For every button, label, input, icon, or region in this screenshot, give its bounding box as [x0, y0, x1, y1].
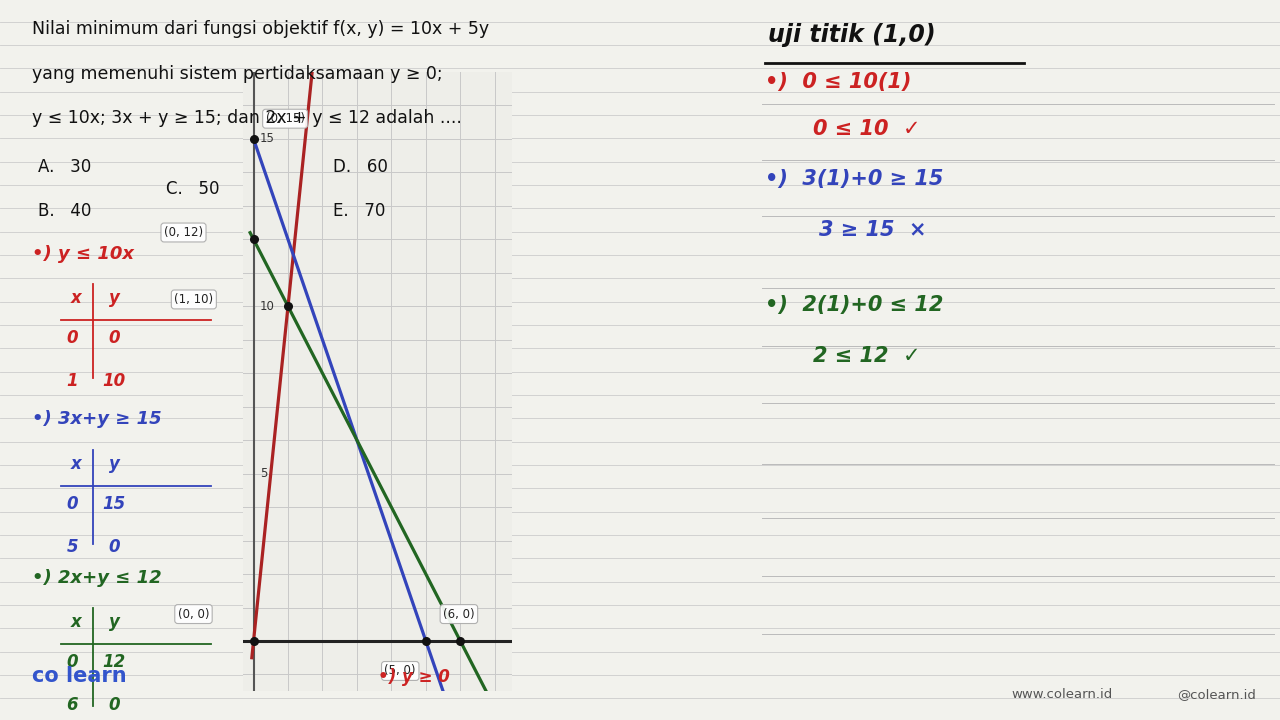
Text: y: y	[109, 289, 119, 307]
Text: 0: 0	[109, 329, 120, 347]
Text: E.   70: E. 70	[333, 202, 385, 220]
Text: 10: 10	[102, 372, 125, 390]
Text: @colearn.id: @colearn.id	[1178, 688, 1257, 701]
Text: •)  2(1)+0 ≤ 12: •) 2(1)+0 ≤ 12	[765, 295, 943, 315]
Text: y: y	[109, 613, 119, 631]
Text: (6, 0): (6, 0)	[443, 608, 475, 621]
Text: 1: 1	[67, 372, 78, 390]
Text: •)  0 ≤ 10(1): •) 0 ≤ 10(1)	[765, 72, 911, 92]
Text: x: x	[70, 613, 81, 631]
Text: C.   50: C. 50	[166, 180, 220, 198]
Text: y ≤ 10x; 3x + y ≥ 15; dan 2x + y ≤ 12 adalah ....: y ≤ 10x; 3x + y ≥ 15; dan 2x + y ≤ 12 ad…	[32, 109, 462, 127]
Text: •) y ≥ 0: •) y ≥ 0	[378, 668, 449, 686]
Text: B.   40: B. 40	[38, 202, 92, 220]
Text: D.   60: D. 60	[333, 158, 388, 176]
Text: x: x	[70, 455, 81, 473]
Text: 0: 0	[67, 329, 78, 347]
Text: 5: 5	[67, 538, 78, 556]
Text: yang memenuhi sistem pertidaksamaan y ≥ 0;: yang memenuhi sistem pertidaksamaan y ≥ …	[32, 65, 443, 83]
Text: 2 ≤ 12  ✓: 2 ≤ 12 ✓	[813, 346, 920, 366]
Text: •)  3(1)+0 ≥ 15: •) 3(1)+0 ≥ 15	[765, 169, 943, 189]
Text: Nilai minimum dari fungsi objektif f(x, y) = 10x + 5y: Nilai minimum dari fungsi objektif f(x, …	[32, 20, 489, 38]
Text: 5: 5	[260, 467, 268, 480]
Text: x: x	[70, 289, 81, 307]
Text: y: y	[109, 455, 119, 473]
Text: 0 ≤ 10  ✓: 0 ≤ 10 ✓	[813, 119, 920, 139]
Text: www.colearn.id: www.colearn.id	[1011, 688, 1112, 701]
Text: •) 2x+y ≤ 12: •) 2x+y ≤ 12	[32, 569, 161, 587]
Text: 15: 15	[260, 132, 275, 145]
Text: •) y ≤ 10x: •) y ≤ 10x	[32, 245, 134, 263]
Text: 0: 0	[109, 538, 120, 556]
Text: (5, 0): (5, 0)	[384, 665, 416, 678]
Text: 0: 0	[67, 495, 78, 513]
Text: co learn: co learn	[32, 666, 127, 686]
Text: 0: 0	[67, 653, 78, 671]
Text: A.   30: A. 30	[38, 158, 92, 176]
Text: •) 3x+y ≥ 15: •) 3x+y ≥ 15	[32, 410, 161, 428]
Text: 3 ≥ 15  ×: 3 ≥ 15 ×	[819, 220, 927, 240]
Text: (0, 12): (0, 12)	[164, 226, 204, 239]
Text: (1, 10): (1, 10)	[174, 293, 214, 306]
Text: 12: 12	[102, 653, 125, 671]
Text: 0: 0	[109, 696, 120, 714]
Text: 10: 10	[260, 300, 275, 312]
Text: 6: 6	[67, 696, 78, 714]
Text: uji titik (1,0): uji titik (1,0)	[768, 23, 936, 47]
Text: (0, 15): (0, 15)	[266, 112, 305, 125]
Text: 15: 15	[102, 495, 125, 513]
Text: (0, 0): (0, 0)	[178, 608, 209, 621]
